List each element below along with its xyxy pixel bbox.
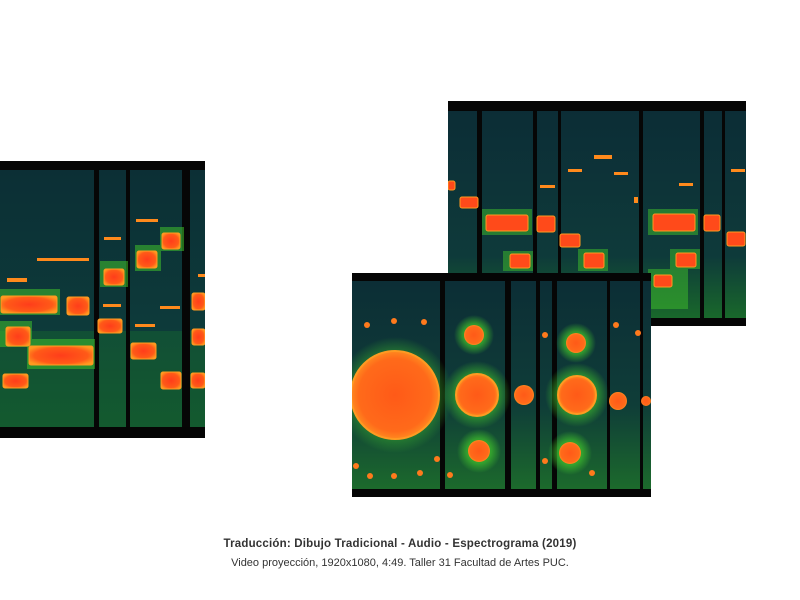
artwork-title: Traducción: Dibujo Tradicional - Audio -…	[223, 538, 577, 550]
artwork-details: Video proyección, 1920x1080, 4:49. Talle…	[231, 557, 569, 569]
spectrogram-still-bottom-right	[352, 273, 651, 497]
spectrogram-still-left	[0, 161, 205, 438]
